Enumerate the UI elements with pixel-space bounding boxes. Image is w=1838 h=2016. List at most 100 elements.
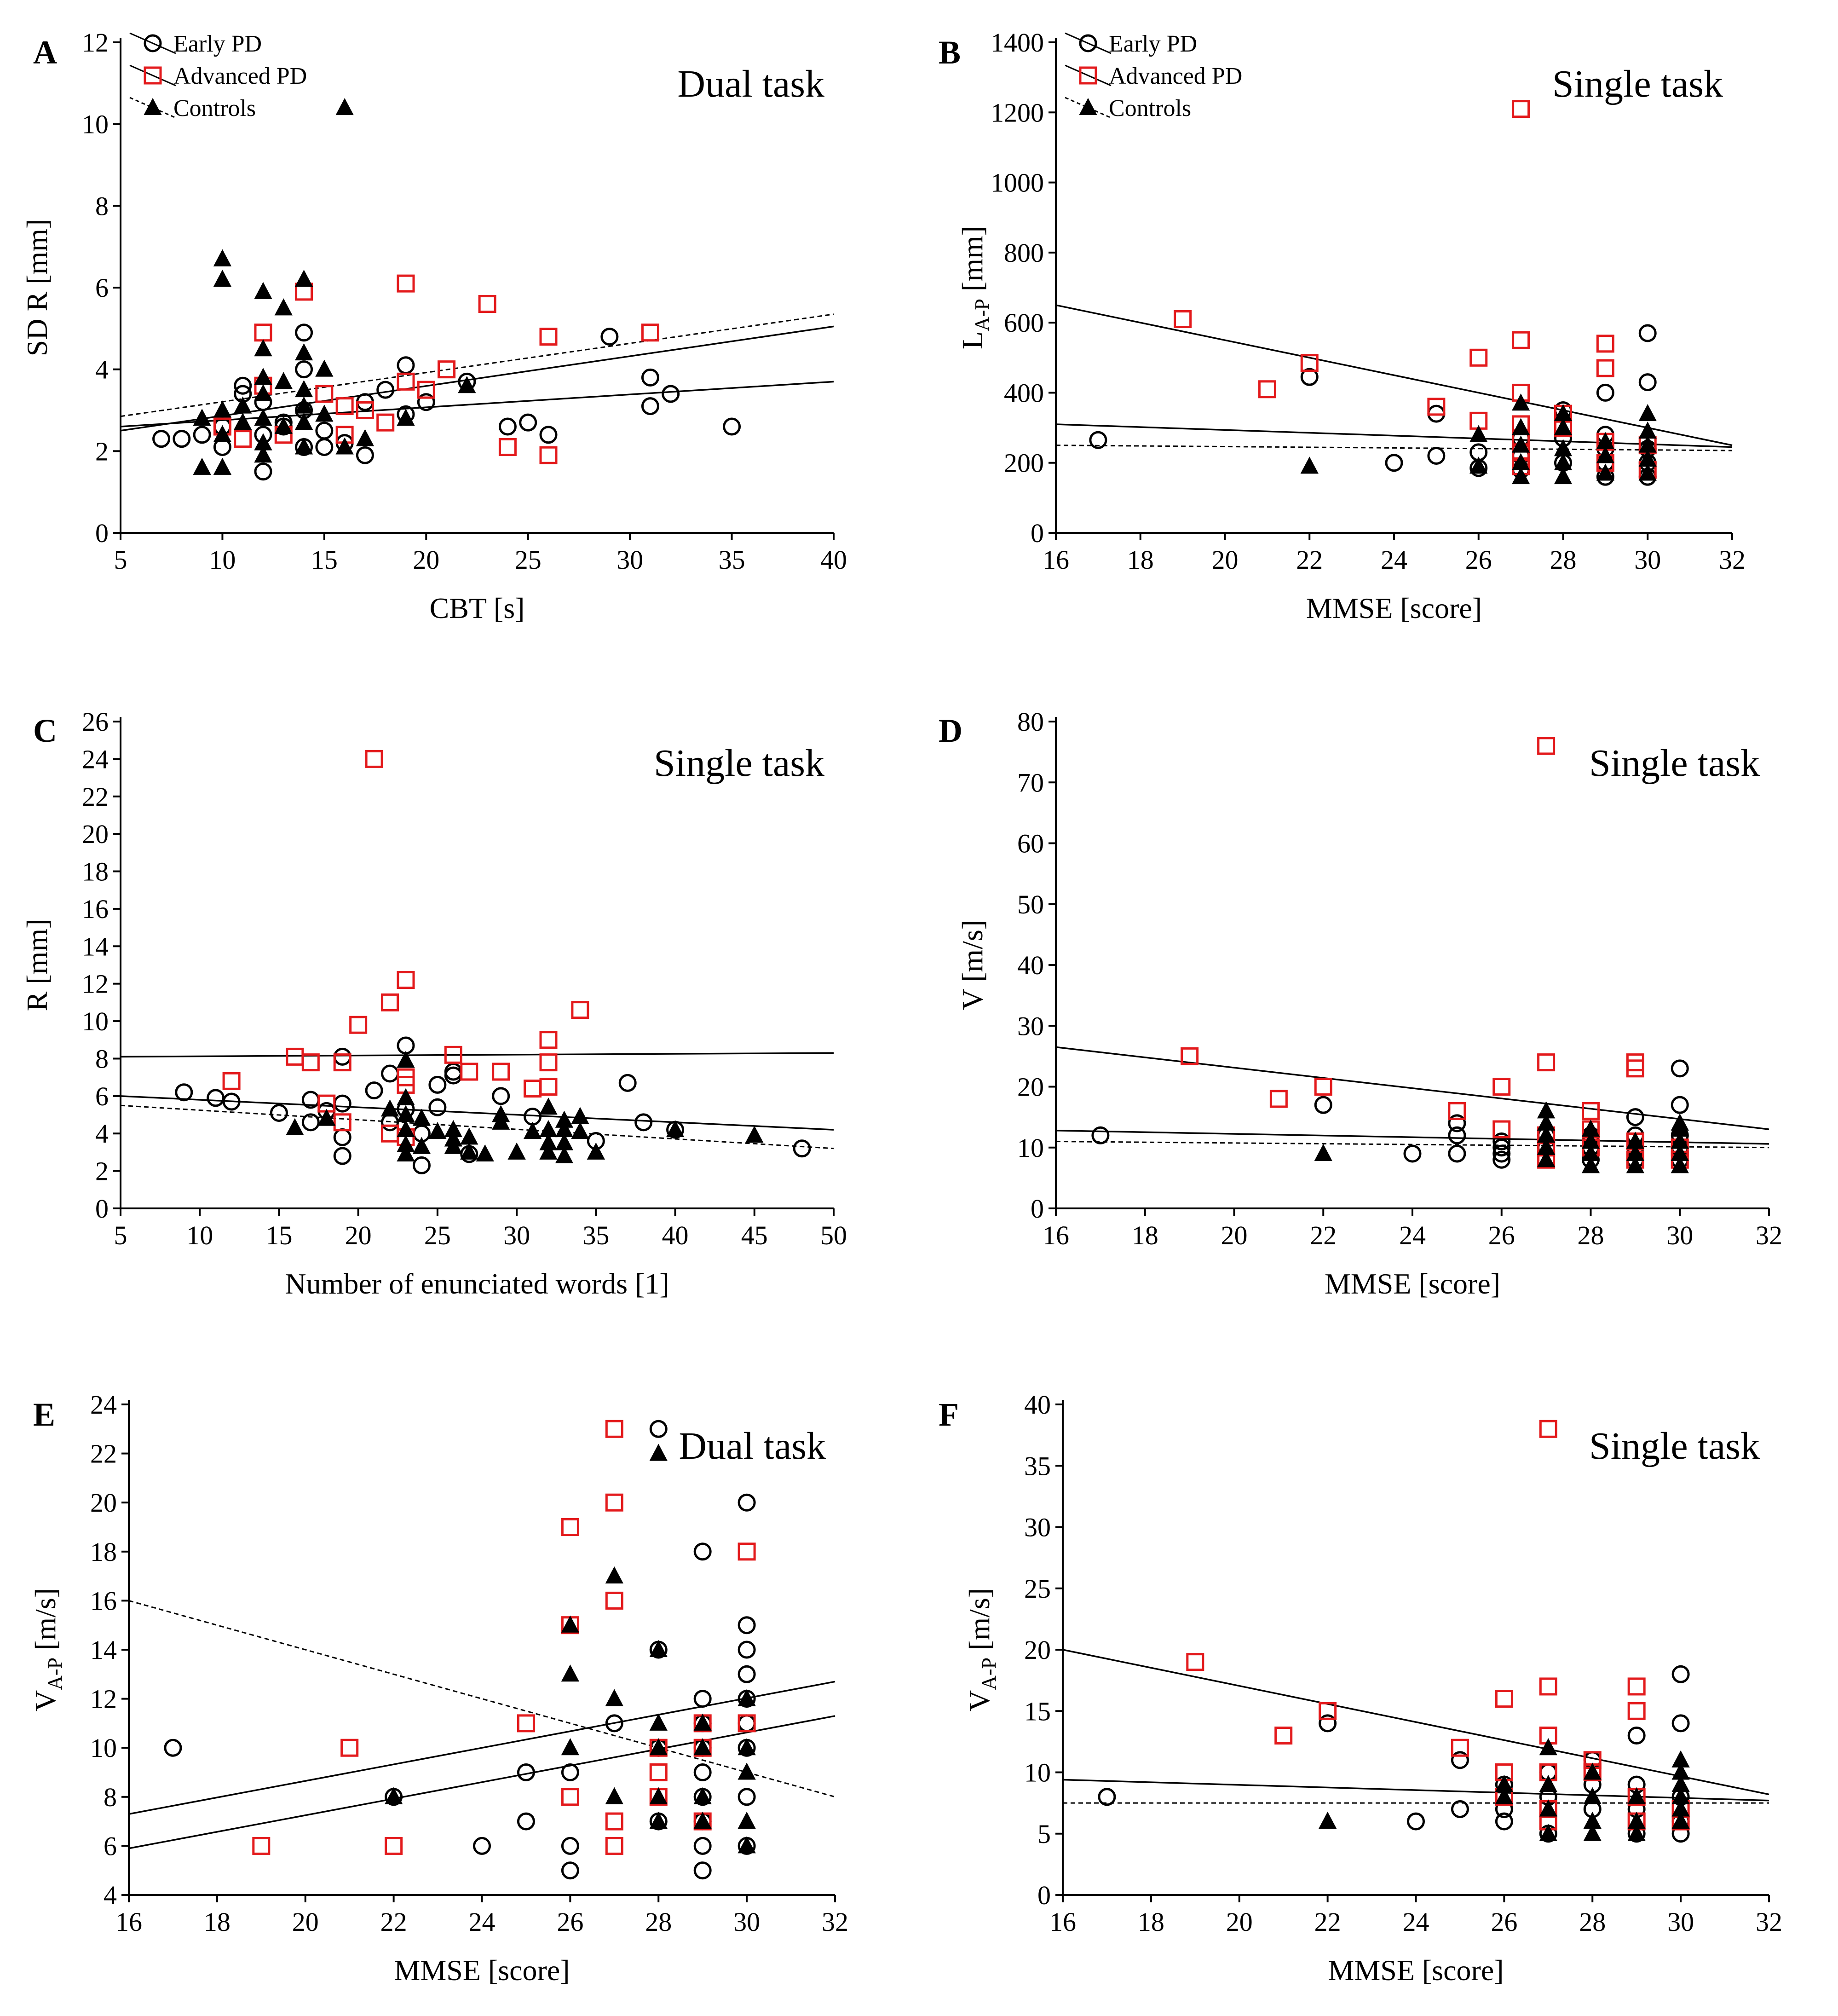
fit-line-controls (1055, 445, 1733, 451)
data-point (1596, 335, 1614, 353)
data-point (1671, 1750, 1690, 1768)
data-point (254, 409, 272, 426)
data-point (397, 274, 415, 293)
x-tick-label: 32 (1756, 1220, 1782, 1250)
data-point (412, 1156, 431, 1174)
x-tick-label: 35 (582, 1220, 609, 1250)
data-point (605, 1812, 623, 1831)
data-point (1596, 463, 1615, 481)
data-point (539, 1142, 558, 1160)
data-point (1319, 1714, 1337, 1733)
y-tick-label: 0 (1031, 1194, 1044, 1224)
data-point (1638, 435, 1657, 453)
data-point (1638, 463, 1657, 481)
x-axis-label: MMSE [score] (1306, 592, 1482, 624)
data-point (222, 1072, 241, 1090)
data-point (539, 328, 558, 346)
data-point (152, 430, 171, 448)
x-tick-label: 20 (292, 1907, 319, 1937)
data-point (605, 1714, 623, 1733)
data-point (1186, 1653, 1204, 1671)
y-tick-label: 400 (1004, 378, 1044, 408)
fit-line-early-pd (1055, 1129, 1769, 1145)
data-point (738, 1493, 756, 1512)
data-point (294, 343, 313, 361)
data-point (207, 1089, 225, 1107)
y-tick-label: 30 (1017, 1011, 1044, 1041)
fit-line-early-pd (128, 1715, 835, 1849)
data-point (738, 1714, 756, 1733)
y-tick-label: 0 (95, 518, 109, 548)
data-point (397, 1088, 415, 1105)
data-point (460, 1127, 478, 1145)
chart-title: Single task (654, 742, 824, 785)
series-early-pd (164, 1420, 756, 1880)
y-tick-label: 2 (95, 1156, 109, 1186)
x-tick-label: 28 (645, 1907, 672, 1937)
data-point (294, 270, 313, 287)
data-point (397, 1068, 415, 1086)
data-point (1512, 331, 1530, 349)
data-point (417, 393, 435, 411)
data-point (381, 1064, 399, 1083)
data-point (356, 429, 375, 446)
data-point (1539, 1738, 1557, 1756)
x-tick-label: 32 (822, 1907, 848, 1937)
x-axis-label: CBT [s] (430, 592, 525, 624)
legend-marker (1079, 66, 1097, 85)
legend-label: Advanced PD (1109, 63, 1242, 89)
x-tick-label: 18 (204, 1907, 230, 1937)
data-point (561, 1518, 579, 1536)
y-tick-label: 0 (1037, 1880, 1051, 1910)
data-point (1583, 1824, 1602, 1841)
data-point (498, 438, 517, 456)
data-point (1403, 1144, 1422, 1163)
data-point (1671, 1665, 1690, 1683)
x-tick-label: 30 (503, 1220, 530, 1250)
data-point (1626, 1144, 1645, 1161)
data-point (539, 1120, 558, 1138)
data-point (213, 400, 232, 418)
data-point (539, 426, 558, 444)
data-point (333, 1113, 351, 1132)
x-tick-label: 15 (311, 545, 338, 575)
y-tick-label: 0 (1031, 518, 1044, 548)
data-point (295, 323, 313, 342)
data-point (524, 1080, 542, 1098)
data-point (1671, 1799, 1690, 1817)
data-point (1300, 354, 1319, 372)
x-tick-label: 22 (1296, 545, 1323, 575)
data-point (1407, 1812, 1425, 1831)
data-point (649, 1713, 668, 1731)
data-point (397, 1051, 415, 1068)
data-point (1626, 1053, 1644, 1072)
data-point (333, 1053, 351, 1072)
data-point (1314, 1096, 1332, 1114)
data-point (561, 1738, 580, 1756)
y-tick-label: 5 (1037, 1819, 1051, 1849)
data-point (517, 1714, 535, 1733)
data-point (412, 1109, 431, 1126)
y-tick-label: 6 (95, 1081, 109, 1111)
data-point (1089, 431, 1107, 449)
data-point (254, 339, 272, 357)
data-point (254, 445, 272, 463)
data-point (1495, 1787, 1514, 1804)
data-point (693, 1861, 712, 1880)
data-point (397, 1144, 415, 1161)
data-point (1537, 1150, 1556, 1167)
y-tick-label: 12 (90, 1684, 117, 1714)
data-point (587, 1142, 605, 1160)
panel-letter: B (939, 34, 961, 71)
data-point (365, 750, 383, 768)
data-point (376, 381, 395, 399)
data-point (605, 1689, 623, 1706)
x-tick-label: 16 (1043, 545, 1069, 575)
data-point (1627, 1824, 1646, 1841)
data-point (605, 1837, 623, 1855)
data-point (738, 1689, 756, 1706)
fit-line-advanced-pd (128, 1681, 835, 1815)
data-point (1638, 422, 1657, 439)
data-point (693, 1763, 712, 1781)
fit-line-early-pd (120, 381, 834, 427)
